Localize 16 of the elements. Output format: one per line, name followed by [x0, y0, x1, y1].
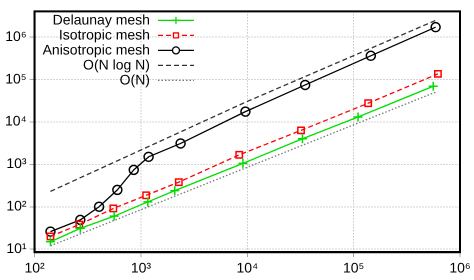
x-tick-label: 10⁶ [449, 259, 471, 276]
y-tick-label: 10⁴ [4, 112, 27, 129]
legend-label: Isotropic mesh [58, 26, 150, 42]
y-tick-label: 10¹ [6, 240, 27, 256]
x-tick-label: 10⁴ [236, 259, 258, 276]
x-tick-label: 10² [24, 259, 46, 276]
y-tick-label: 10⁵ [5, 70, 27, 86]
y-tick-label: 10² [6, 198, 27, 214]
legend-label: Delaunay mesh [52, 11, 150, 28]
legend-label: Anisotropic mesh [42, 41, 150, 58]
y-tick-label: 10³ [6, 155, 27, 172]
x-tick-label: 10⁵ [342, 259, 364, 276]
legend-label: O(N log N) [83, 56, 150, 72]
legend-label: O(N) [120, 71, 150, 88]
y-tick-label: 10⁶ [5, 28, 27, 44]
x-tick-label: 10³ [130, 259, 152, 276]
